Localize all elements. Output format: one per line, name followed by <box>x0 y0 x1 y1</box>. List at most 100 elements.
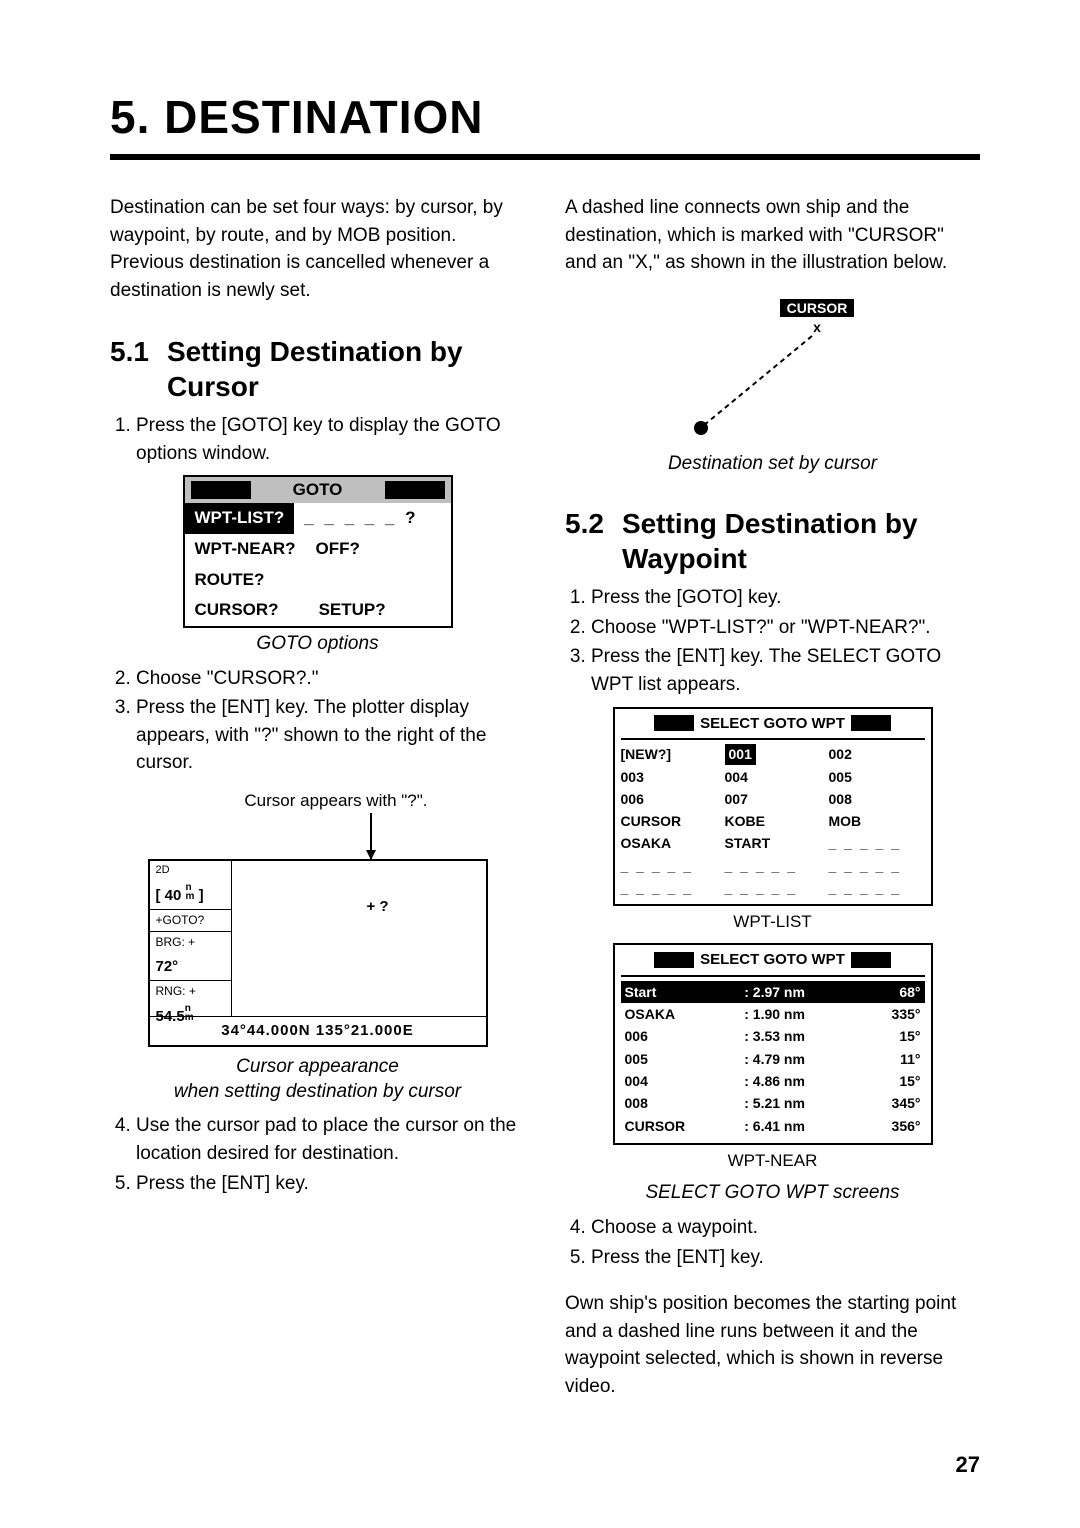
wpt-list-cell: START <box>725 833 821 853</box>
goto-row: ROUTE? <box>185 565 451 596</box>
cursor-illus-svg: CURSOR x <box>608 296 938 456</box>
plotter-goto: +GOTO? <box>150 910 231 932</box>
wpt-near-row: 004: 4.86 nm15° <box>621 1070 925 1092</box>
sec51-steps-a: Press the [GOTO] key to display the GOTO… <box>110 412 525 467</box>
cursor-arrow <box>148 813 488 859</box>
wpt-list-cell: 007 <box>725 789 821 809</box>
wpt-near-panel: SELECT GOTO WPT Start: 2.97 nm68°OSAKA: … <box>613 943 933 1145</box>
plotter-brg-val: 72° <box>150 954 231 981</box>
wpt-near-row: 006: 3.53 nm15° <box>621 1025 925 1047</box>
section-title: Setting Destination by Waypoint <box>622 506 980 576</box>
wpt-near-row: OSAKA: 1.90 nm335° <box>621 1003 925 1025</box>
wpt-list-cell: _ _ _ _ _ <box>725 856 821 876</box>
section-5-1-heading: 5.1 Setting Destination by Cursor <box>110 334 525 404</box>
wpt-list-cell: 001 <box>725 744 821 764</box>
wpt-list-cell: KOBE <box>725 811 821 831</box>
goto-row: WPT-NEAR? OFF? <box>185 534 451 565</box>
plotter-scale: [ 40 nm ] <box>150 881 231 910</box>
wpt-screens-caption: SELECT GOTO WPT screens <box>565 1181 980 1206</box>
column-left: Destination can be set four ways: by cur… <box>110 194 525 1419</box>
sec52-closing: Own ship's position becomes the starting… <box>565 1290 980 1400</box>
wpt-list-cell: OSAKA <box>621 833 717 853</box>
wpt-near-table: Start: 2.97 nm68°OSAKA: 1.90 nm335°006: … <box>621 981 925 1137</box>
section-number: 5.1 <box>110 334 149 404</box>
sec51-steps-b: Choose "CURSOR?." Press the [ENT] key. T… <box>110 665 525 777</box>
content-columns: Destination can be set four ways: by cur… <box>110 194 980 1419</box>
sec52-steps-b: Choose a waypoint. Press the [ENT] key. <box>565 1214 980 1271</box>
wpt-list-cell: MOB <box>829 811 925 831</box>
wpt-list-cell: _ _ _ _ _ <box>829 878 925 898</box>
wpt-list-cell: _ _ _ _ _ <box>621 856 717 876</box>
wpt-list-grid: [NEW?] 001 002 003 004 005 006 007 008 CURSOR KOBE… <box>621 744 925 898</box>
step-item: Choose a waypoint. <box>591 1214 980 1242</box>
plotter-body: + ? <box>232 861 486 1016</box>
step-item: Press the [GOTO] key to display the GOTO… <box>136 412 525 467</box>
plotter-mode: 2D <box>150 861 231 881</box>
chapter-title: 5. DESTINATION <box>110 90 980 144</box>
step-item: Press the [GOTO] key. <box>591 584 980 612</box>
goto-wpt-list: WPT-LIST? <box>185 503 295 534</box>
goto-wpt-list-value: _ _ _ _ _ ? <box>294 503 428 534</box>
wpt-list-cell: _ _ _ _ _ <box>621 878 717 898</box>
cursor-x-mark: x <box>813 319 821 335</box>
wpt-near-row: CURSOR: 6.41 nm356° <box>621 1115 925 1137</box>
column-right: A dashed line connects own ship and the … <box>565 194 980 1419</box>
title-rule <box>110 154 980 160</box>
wpt-list-cell: 004 <box>725 767 821 787</box>
wpt-list-cell: 008 <box>829 789 925 809</box>
step-item: Choose "WPT-LIST?" or "WPT-NEAR?". <box>591 614 980 642</box>
plotter-rng-val: 54.5nm <box>150 1002 231 1030</box>
wpt-list-cell: _ _ _ _ _ <box>829 856 925 876</box>
plotter-figure: Cursor appears with "?". 2D [ 40 nm ] +G… <box>148 789 488 1047</box>
goto-options-panel: GOTO WPT-LIST? _ _ _ _ _ ? WPT-NEAR? OFF… <box>183 475 453 628</box>
wpt-list-cell: [NEW?] <box>621 744 717 764</box>
goto-route: ROUTE? <box>185 565 275 596</box>
goto-setup: SETUP? <box>309 595 396 626</box>
wpt-near-row: 005: 4.79 nm11° <box>621 1048 925 1070</box>
wpt-list-cell: 003 <box>621 767 717 787</box>
wpt-list-cell: _ _ _ _ _ <box>829 833 925 853</box>
wpt-near-row: 008: 5.21 nm345° <box>621 1092 925 1114</box>
step-item: Press the [ENT] key. <box>591 1244 980 1272</box>
plotter-cursor-mark: + ? <box>367 896 389 918</box>
goto-cursor: CURSOR? <box>185 595 289 626</box>
wpt-near-row: Start: 2.97 nm68° <box>621 981 925 1003</box>
page: 5. DESTINATION Destination can be set fo… <box>0 0 1080 1528</box>
goto-caption: GOTO options <box>110 632 525 657</box>
cursor-illustration: CURSOR x <box>608 296 938 456</box>
wpt-list-cell: 002 <box>829 744 925 764</box>
plotter-display: 2D [ 40 nm ] +GOTO? BRG: + 72° RNG: + 54… <box>148 859 488 1047</box>
wpt-list-sub: WPT-LIST <box>565 910 980 935</box>
page-number: 27 <box>956 1452 980 1478</box>
step-item: Press the [ENT] key. The plotter display… <box>136 694 525 777</box>
plotter-rng-lbl: RNG: + <box>150 981 231 1002</box>
goto-wpt-near: WPT-NEAR? <box>185 534 306 565</box>
plotter-sidebar: 2D [ 40 nm ] +GOTO? BRG: + 72° RNG: + 54… <box>150 861 232 1016</box>
step-item: Press the [ENT] key. The SELECT GOTO WPT… <box>591 643 980 698</box>
step-item: Press the [ENT] key. <box>136 1170 525 1198</box>
sec51-steps-c: Use the cursor pad to place the cursor o… <box>110 1112 525 1197</box>
goto-row: WPT-LIST? _ _ _ _ _ ? <box>185 503 451 534</box>
col2-intro: A dashed line connects own ship and the … <box>565 194 980 277</box>
goto-row: CURSOR? SETUP? <box>185 595 451 626</box>
section-5-2-heading: 5.2 Setting Destination by Waypoint <box>565 506 980 576</box>
cursor-note: Cursor appears with "?". <box>148 789 428 814</box>
wpt-list-cell: 006 <box>621 789 717 809</box>
cursor-label: CURSOR <box>786 300 847 316</box>
wpt-list-panel: SELECT GOTO WPT [NEW?] 001 002 003 004 005 006… <box>613 707 933 907</box>
plotter-caption: Cursor appearance when setting destinati… <box>110 1055 525 1104</box>
plotter-brg-lbl: BRG: + <box>150 932 231 953</box>
goto-wpt-near-value: OFF? <box>306 534 370 565</box>
wpt-list-cell: CURSOR <box>621 811 717 831</box>
step-item: Choose "CURSOR?." <box>136 665 525 693</box>
wpt-list-title: SELECT GOTO WPT <box>700 713 845 735</box>
wpt-list-cell: 005 <box>829 767 925 787</box>
step-item: Use the cursor pad to place the cursor o… <box>136 1112 525 1167</box>
intro-paragraph: Destination can be set four ways: by cur… <box>110 194 525 304</box>
wpt-list-cell: _ _ _ _ _ <box>725 878 821 898</box>
sec52-steps-a: Press the [GOTO] key. Choose "WPT-LIST?"… <box>565 584 980 698</box>
section-title: Setting Destination by Cursor <box>167 334 525 404</box>
section-number: 5.2 <box>565 506 604 576</box>
wpt-near-sub: WPT-NEAR <box>565 1149 980 1174</box>
goto-title: GOTO <box>185 477 451 503</box>
